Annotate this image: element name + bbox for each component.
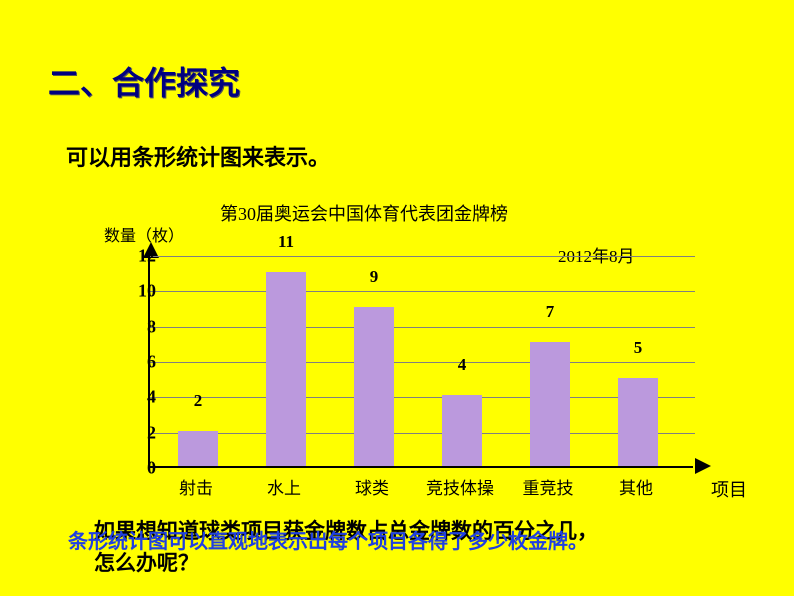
bar [618,378,658,466]
bar [266,272,306,466]
bar [354,307,394,466]
bar-value-label: 4 [442,355,482,375]
category-label: 球类 [355,474,389,499]
grid-line [150,327,695,328]
grid-line [150,433,695,434]
category-label: 重竞技 [523,474,574,499]
y-tick-label: 0 [116,458,156,479]
category-label: 射击 [179,474,213,499]
bar-value-label: 5 [618,338,658,358]
bar-value-label: 2 [178,391,218,411]
bar-chart: 2119475 024681012射击水上球类竞技体操重竞技其他 [148,256,708,468]
bar-value-label: 7 [530,302,570,322]
category-label: 其他 [619,474,653,499]
answer-text: 条形统计图可以直观地表示出每个项目各得了多少枚金牌。 [68,525,588,554]
y-tick-label: 4 [116,387,156,408]
question-line2: 怎么办呢？ [94,552,199,575]
subtitle: 可以用条形统计图来表示。 [66,140,330,172]
category-label: 水上 [267,474,301,499]
grid-line [150,256,695,257]
y-tick-label: 12 [116,246,156,267]
grid-line [150,362,695,363]
y-tick-label: 2 [116,422,156,443]
bar-value-label: 9 [354,267,394,287]
bar [178,431,218,466]
chart-title: 第30届奥运会中国体育代表团金牌榜 [220,200,508,226]
category-label: 竞技体操 [426,474,494,499]
bar [442,395,482,466]
bar-value-label: 11 [266,232,306,252]
section-title: 二、合作探究 [48,58,240,104]
y-tick-label: 6 [116,352,156,373]
grid-line [150,397,695,398]
x-axis-label: 项目 [711,476,747,502]
plot-area: 2119475 [148,256,693,468]
bar [530,342,570,466]
grid-line [150,291,695,292]
x-axis-arrow-icon [695,458,711,474]
y-tick-label: 10 [116,281,156,302]
y-tick-label: 8 [116,316,156,337]
